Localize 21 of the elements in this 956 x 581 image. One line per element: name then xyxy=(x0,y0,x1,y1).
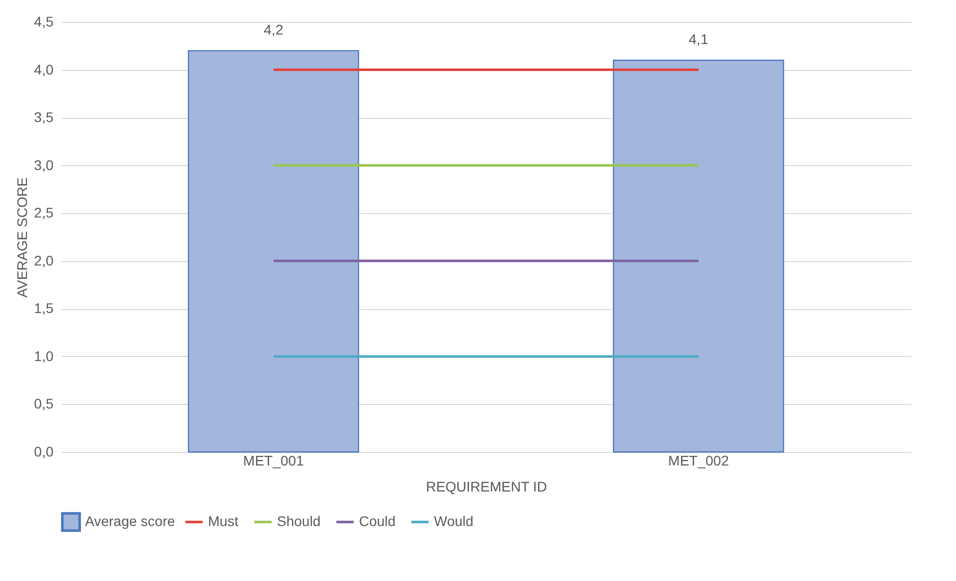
y-tick-label: 3,0 xyxy=(34,156,54,173)
legend-label: Must xyxy=(208,513,238,529)
y-tick-label: 2,0 xyxy=(34,252,54,268)
y-axis-title: AVERAGE SCORE xyxy=(14,177,30,298)
legend-label: Could xyxy=(359,513,396,529)
y-tick-label: 0,0 xyxy=(34,444,54,460)
x-axis-title: REQUIREMENT ID xyxy=(426,478,548,494)
y-tick-label: 3,5 xyxy=(34,109,54,126)
legend-label: Average score xyxy=(85,513,176,529)
data-label: 4,2 xyxy=(264,22,284,38)
data-label: 4,1 xyxy=(688,31,708,48)
legend-label: Would xyxy=(434,513,474,529)
legend-label: Should xyxy=(277,513,321,529)
y-tick-label: 4,5 xyxy=(34,14,54,30)
x-tick-label: MET_002 xyxy=(668,452,730,468)
x-tick-label: MET_001 xyxy=(243,452,304,468)
y-tick-label: 1,5 xyxy=(34,300,54,316)
y-tick-label: 2,5 xyxy=(34,204,54,221)
y-tick-label: 0,5 xyxy=(34,396,54,412)
y-tick-label: 4,0 xyxy=(34,61,54,78)
y-tick-label: 1,0 xyxy=(34,348,54,364)
